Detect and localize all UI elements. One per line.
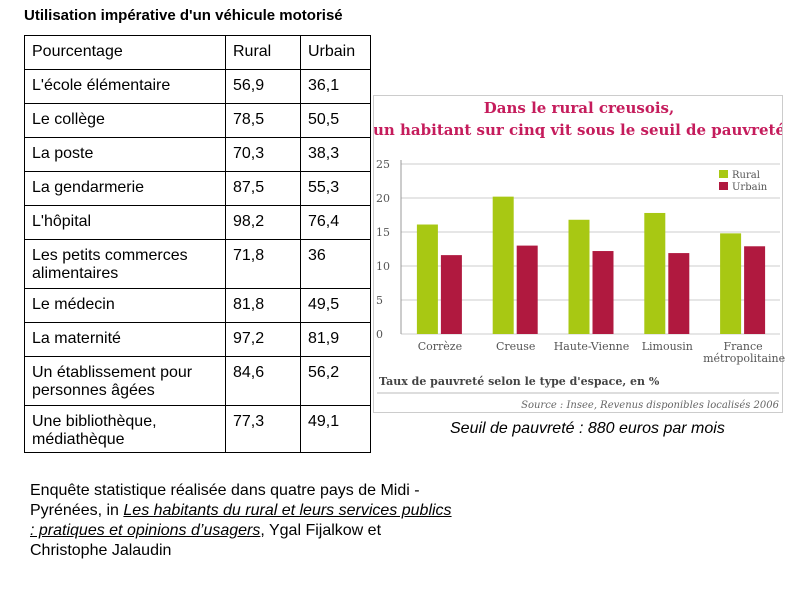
chart-svg: Dans le rural creusois, un habitant sur c… xyxy=(374,99,782,411)
table-row: L'école élémentaire 56,9 36,1 xyxy=(24,69,371,104)
table-row: Pourcentage Rural Urbain xyxy=(24,35,371,70)
table-cell: L'hôpital xyxy=(24,205,226,240)
table-cell: Une bibliothèque, médiathèque xyxy=(24,405,226,453)
table-cell: Le collège xyxy=(24,103,226,138)
bar xyxy=(516,245,538,334)
table-cell: 55,3 xyxy=(300,171,371,206)
table-cell: La poste xyxy=(24,137,226,172)
table-cell: L'école élémentaire xyxy=(24,69,226,104)
table-row: Une bibliothèque, médiathèque 77,3 49,1 xyxy=(24,405,371,453)
chart: Dans le rural creusois, un habitant sur c… xyxy=(373,95,786,413)
table-cell: 70,3 xyxy=(225,137,301,172)
bar xyxy=(720,233,742,334)
table-cell: 87,5 xyxy=(225,171,301,206)
bar xyxy=(492,196,514,334)
legend-label: Urbain xyxy=(732,182,768,193)
table-row: Le médecin 81,8 49,5 xyxy=(24,288,371,323)
bar xyxy=(592,251,614,334)
bar xyxy=(668,253,690,334)
y-tick-label: 10 xyxy=(376,260,390,273)
table-row: Le collège 78,5 50,5 xyxy=(24,103,371,138)
legend-label: Rural xyxy=(732,170,760,181)
x-tick-label: France métropolitaine xyxy=(703,340,786,365)
chart-title: un habitant sur cinq vit sous le seuil d… xyxy=(374,121,782,139)
x-tick-label: Creuse xyxy=(495,340,536,353)
table-cell: Rural xyxy=(225,35,301,70)
table-cell: La maternité xyxy=(24,322,226,357)
source: Source : Insee, Revenus disponibles loca… xyxy=(521,400,780,411)
table-cell: 98,2 xyxy=(225,205,301,240)
x-tick-label: Corrèze xyxy=(417,340,463,353)
bar xyxy=(416,224,438,334)
table-cell: 97,2 xyxy=(225,322,301,357)
ref-authors: , Ygal Fijalkow et Christophe Jalaudin xyxy=(30,522,382,559)
y-tick-label: 0 xyxy=(376,328,383,341)
caption: Seuil de pauvreté : 880 euros par mois xyxy=(450,420,725,437)
legend-swatch xyxy=(719,170,728,178)
table-row: La maternité 97,2 81,9 xyxy=(24,322,371,357)
table-cell: 77,3 xyxy=(225,405,301,453)
bar xyxy=(568,219,590,334)
table-cell: Les petits commerces alimentaires xyxy=(24,239,226,289)
table-row: La poste 70,3 38,3 xyxy=(24,137,371,172)
reference: Enquête statistique réalisée dans quatre… xyxy=(30,481,460,561)
table-cell: 56,9 xyxy=(225,69,301,104)
x-tick-label: Limousin xyxy=(641,340,693,353)
bar xyxy=(744,246,766,334)
table-cell: 49,1 xyxy=(300,405,371,453)
data-table: Pourcentage Rural Urbain L'école élémentair… xyxy=(24,35,371,453)
bar xyxy=(440,255,462,334)
table-cell: 56,2 xyxy=(300,356,371,406)
x-axis-label: Taux de pauvreté selon le type d'espace,… xyxy=(379,375,660,388)
bar xyxy=(644,212,666,334)
table-row: La gendarmerie 87,5 55,3 xyxy=(24,171,371,206)
table-cell: 81,8 xyxy=(225,288,301,323)
table-cell: 84,6 xyxy=(225,356,301,406)
table-cell: 36,1 xyxy=(300,69,371,104)
legend-swatch xyxy=(719,182,728,190)
x-tick-label: Haute-Vienne xyxy=(553,340,630,353)
y-tick-label: 15 xyxy=(376,226,390,239)
table-cell: 81,9 xyxy=(300,322,371,357)
table-cell: Urbain xyxy=(300,35,371,70)
table-cell: Un établissement pour personnes âgées xyxy=(24,356,226,406)
table-row: L'hôpital 98,2 76,4 xyxy=(24,205,371,240)
table-cell: Pourcentage xyxy=(24,35,226,70)
y-tick-label: 20 xyxy=(376,192,390,205)
y-tick-label: 25 xyxy=(376,158,390,171)
book-title: Les habitants du rural et leurs services… xyxy=(30,502,452,539)
table-cell: La gendarmerie xyxy=(24,171,226,206)
table-cell: 38,3 xyxy=(300,137,371,172)
chart-title: Dans le rural creusois, xyxy=(484,99,674,117)
ref-text: Enquête statistique réalisée dans quatre… xyxy=(30,482,420,519)
table-cell: Le médecin xyxy=(24,288,226,323)
table-cell: 76,4 xyxy=(300,205,371,240)
table-cell: 36 xyxy=(300,239,371,289)
page-title: Utilisation impérative d'un véhicule mot… xyxy=(24,7,343,24)
table-cell: 71,8 xyxy=(225,239,301,289)
table-row: Un établissement pour personnes âgées 84,… xyxy=(24,356,371,406)
table-cell: 78,5 xyxy=(225,103,301,138)
y-tick-label: 5 xyxy=(376,294,383,307)
table-cell: 49,5 xyxy=(300,288,371,323)
table-row: Les petits commerces alimentaires 71,8 36 xyxy=(24,239,371,289)
table-cell: 50,5 xyxy=(300,103,371,138)
